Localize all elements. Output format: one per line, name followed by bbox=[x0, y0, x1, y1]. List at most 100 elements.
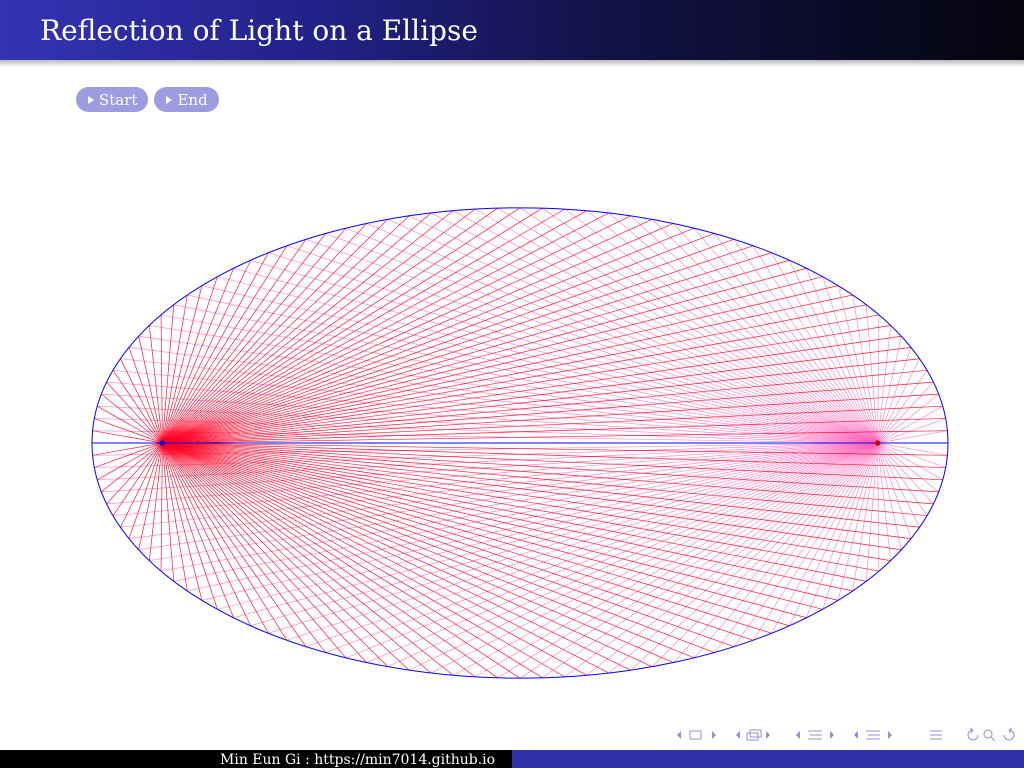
incident-ray bbox=[162, 285, 203, 444]
reflected-ray bbox=[806, 442, 878, 618]
incident-ray bbox=[162, 393, 939, 444]
reflected-ray bbox=[387, 442, 878, 667]
reflected-ray bbox=[877, 325, 892, 444]
section-next-icon[interactable] bbox=[830, 731, 834, 739]
incident-ray bbox=[162, 442, 543, 679]
incident-ray bbox=[162, 442, 218, 610]
incident-ray bbox=[162, 442, 790, 627]
incident-ray bbox=[112, 370, 163, 444]
subsection-next-icon[interactable] bbox=[766, 731, 770, 739]
incident-ray bbox=[162, 442, 476, 678]
incident-ray bbox=[162, 304, 867, 444]
incident-ray bbox=[101, 442, 163, 493]
incident-ray bbox=[162, 442, 521, 679]
incident-ray bbox=[120, 442, 163, 528]
reflected-ray bbox=[865, 304, 878, 444]
section-prev-icon[interactable] bbox=[796, 731, 800, 739]
incident-ray bbox=[162, 442, 912, 539]
reflected-ray bbox=[877, 442, 892, 561]
reflected-ray bbox=[852, 442, 878, 592]
beamer-navigation-bar bbox=[677, 727, 1015, 742]
reflected-ray bbox=[806, 268, 878, 444]
incident-ray bbox=[162, 215, 631, 444]
reflected-ray bbox=[325, 442, 878, 653]
incident-ray bbox=[92, 442, 163, 456]
subsection-icon[interactable] bbox=[746, 729, 762, 741]
incident-ray bbox=[162, 442, 234, 618]
presentation-next-icon[interactable] bbox=[888, 731, 892, 739]
reflected-ray bbox=[693, 442, 878, 659]
incident-ray bbox=[162, 314, 880, 444]
reflected-ray bbox=[877, 314, 880, 444]
incident-ray bbox=[162, 259, 790, 444]
incident-ray bbox=[162, 442, 175, 582]
reflected-ray bbox=[652, 442, 878, 667]
reflected-ray bbox=[519, 207, 878, 444]
incident-ray bbox=[162, 267, 807, 444]
reflected-ray bbox=[452, 442, 878, 676]
reflected-ray bbox=[92, 442, 878, 456]
reflected-ray bbox=[250, 259, 878, 444]
incident-ray bbox=[162, 442, 367, 663]
reflected-ray bbox=[877, 358, 920, 444]
incident-ray bbox=[138, 442, 163, 550]
presentation-icon[interactable] bbox=[866, 730, 880, 740]
reflected-ray bbox=[877, 393, 939, 444]
reflected-ray bbox=[92, 430, 878, 444]
incident-ray bbox=[162, 210, 454, 444]
presentation-prev-icon[interactable] bbox=[854, 731, 858, 739]
incident-ray bbox=[162, 442, 610, 674]
reflected-ray bbox=[233, 442, 878, 619]
incident-ray bbox=[162, 442, 432, 674]
incident-ray bbox=[138, 336, 163, 444]
incident-ray bbox=[162, 442, 631, 671]
subsection-prev-icon[interactable] bbox=[736, 731, 740, 739]
incident-ray bbox=[162, 442, 880, 572]
incident-ray bbox=[162, 208, 565, 444]
reflected-ray bbox=[325, 233, 878, 444]
incident-ray bbox=[101, 393, 163, 444]
reflected-ray bbox=[217, 276, 878, 444]
end-button[interactable]: End bbox=[154, 87, 219, 112]
incident-ray bbox=[162, 442, 307, 647]
incident-ray bbox=[162, 381, 934, 444]
frame-icon[interactable] bbox=[689, 730, 702, 740]
reflected-ray bbox=[865, 442, 878, 582]
incident-ray bbox=[162, 442, 867, 582]
incident-ray bbox=[162, 212, 432, 444]
forward-icon[interactable] bbox=[1003, 727, 1015, 741]
incident-rays bbox=[92, 207, 948, 679]
reflected-ray bbox=[789, 260, 878, 444]
incident-ray bbox=[162, 442, 388, 667]
reflected-ray bbox=[877, 442, 934, 505]
reflected-ray bbox=[345, 442, 878, 659]
section-icon[interactable] bbox=[808, 730, 822, 740]
reflected-ray bbox=[714, 233, 878, 444]
incident-ray bbox=[162, 442, 347, 659]
frame-next-icon[interactable] bbox=[712, 731, 716, 739]
reflected-ray bbox=[173, 442, 878, 582]
reflected-ray bbox=[128, 442, 878, 539]
reflected-ray bbox=[120, 358, 878, 444]
reflected-ray bbox=[497, 442, 878, 679]
incident-ray bbox=[162, 418, 946, 444]
reflected-ray bbox=[250, 442, 878, 627]
incident-ray bbox=[162, 442, 715, 653]
reflected-ray bbox=[877, 370, 928, 444]
incident-ray bbox=[162, 285, 839, 444]
incident-ray bbox=[162, 442, 754, 641]
frame-prev-icon[interactable] bbox=[677, 731, 681, 739]
reflected-ray bbox=[586, 442, 878, 676]
start-button[interactable]: Start bbox=[76, 87, 149, 112]
back-icon[interactable] bbox=[967, 727, 979, 741]
incident-ray bbox=[162, 252, 269, 444]
reflected-ray bbox=[94, 442, 878, 468]
reflected-ray bbox=[286, 442, 878, 641]
search-icon[interactable] bbox=[983, 729, 996, 742]
incident-ray bbox=[112, 442, 163, 516]
toc-icon[interactable] bbox=[930, 730, 942, 740]
incident-ray bbox=[162, 239, 735, 444]
reflected-ray bbox=[652, 219, 878, 444]
incident-ray bbox=[162, 442, 853, 592]
incident-ray bbox=[162, 276, 823, 444]
